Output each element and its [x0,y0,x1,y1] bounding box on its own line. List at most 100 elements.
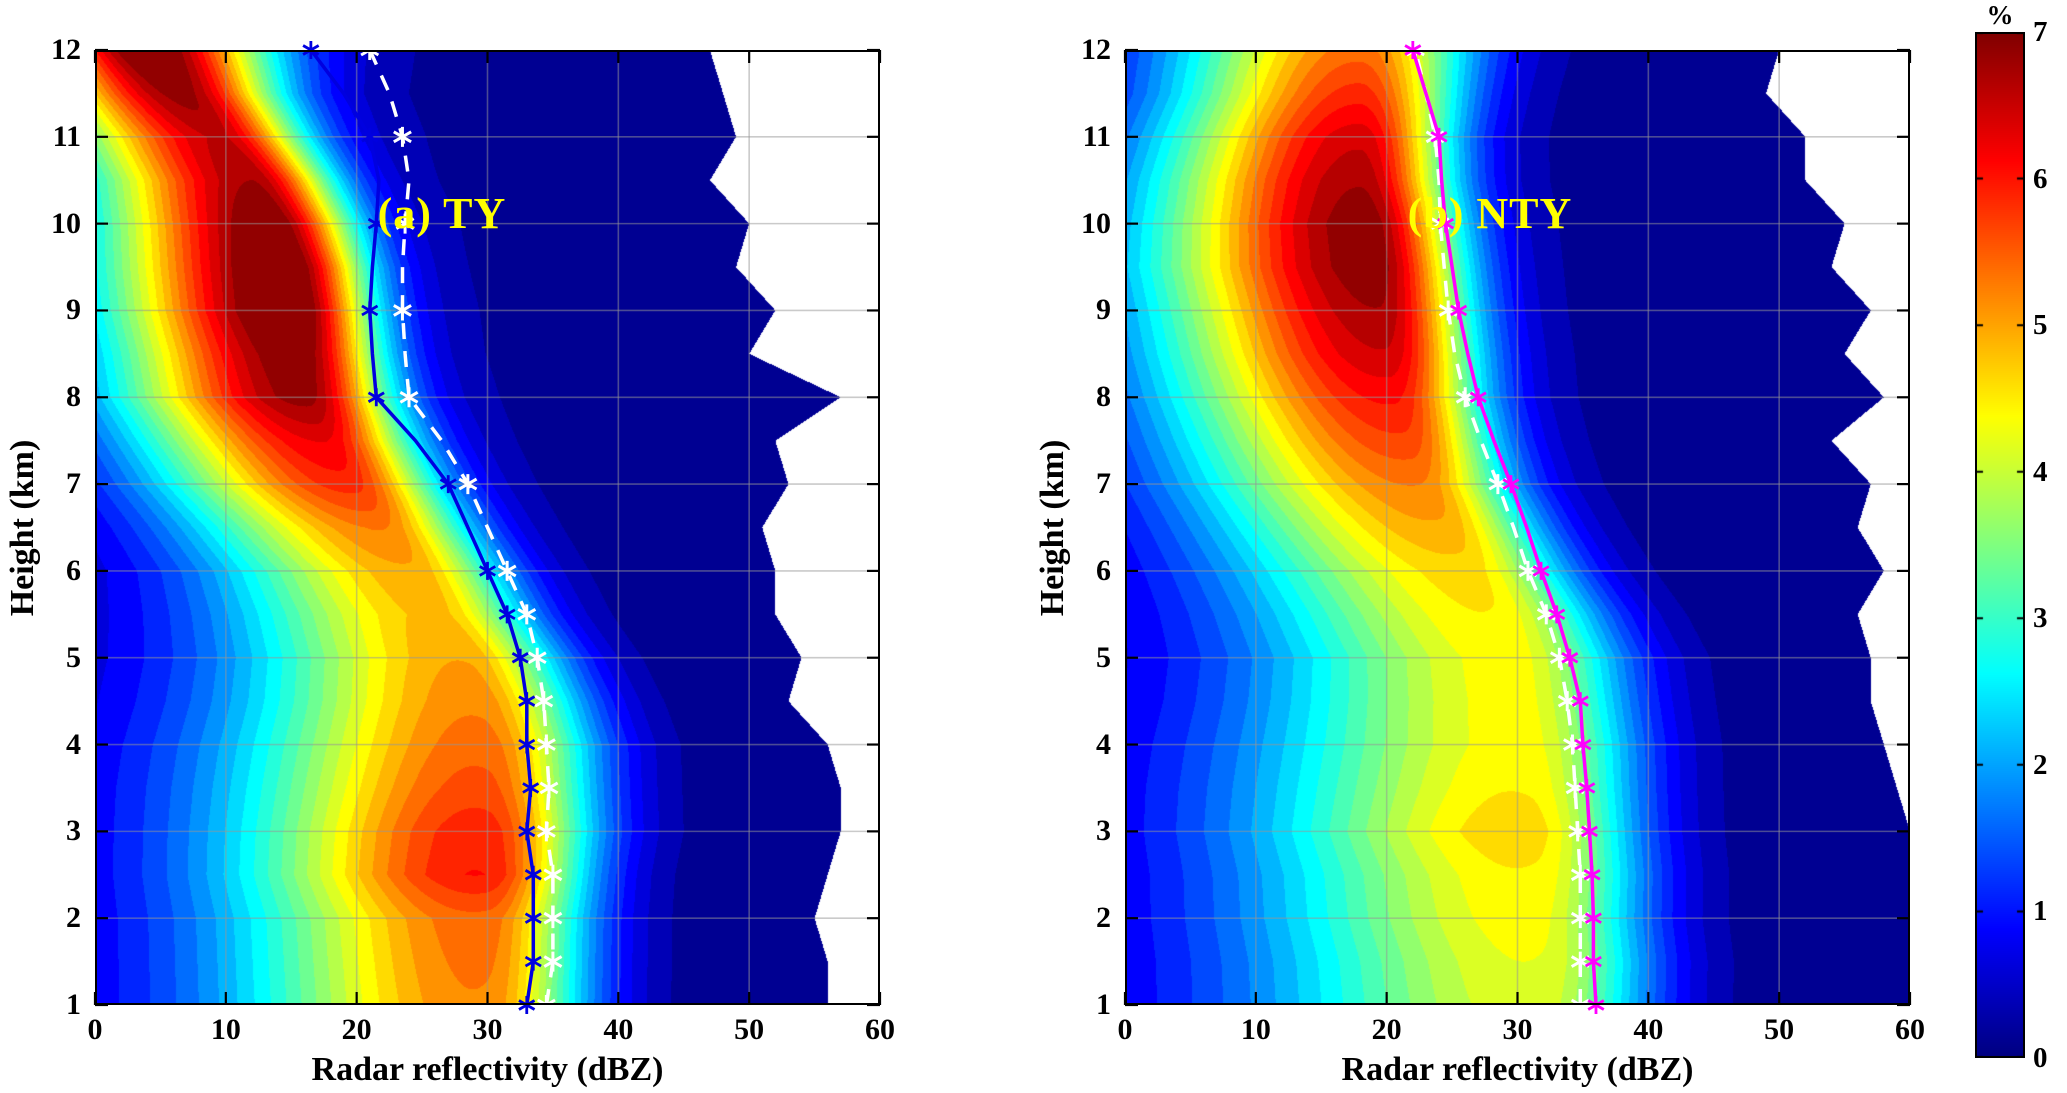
x-axis-label-b: Radar reflectivity (dBZ) [1341,1051,1694,1088]
dashed-profile-marker [458,474,478,495]
dashed-profile-marker [543,864,563,885]
y-tick-label: 7 [66,467,81,501]
dashed-profile-marker [1565,777,1585,798]
y-tick-label: 2 [1096,901,1111,935]
y-tick-label: 10 [51,206,81,240]
dashed-profile-marker [393,300,412,321]
solid-profile-marker [1578,778,1596,797]
colorbar-tick-label: 5 [2033,309,2048,342]
solid-profile-marker [367,214,385,233]
y-tick-label: 1 [66,988,81,1021]
dashed-profile-marker [393,126,412,147]
y-tick-label: 12 [51,33,81,66]
dashed-profile-marker [1557,691,1577,712]
y-tick-label: 3 [1096,814,1111,848]
dashed-profile-marker [536,821,556,842]
y-tick-label: 9 [66,293,81,327]
solid-profile-marker [361,127,379,146]
colorbar-tick-label: 0 [2033,1042,2048,1074]
colorbar-tick-label: 7 [2033,16,2048,48]
y-tick-label: 1 [1096,988,1111,1021]
dashed-profile-marker [1536,604,1556,625]
solid-profile-marker [1450,301,1468,320]
x-tick-label: 30 [1502,1013,1533,1046]
colorbar: % 0 1 2 3 4 5 6 7 [1975,0,2048,1074]
solid-profile-line [1411,49,1598,1006]
panel-ty: (a) TY Radar reflectivity (dBZ) Height (… [4,33,895,1088]
dashed-profile-line [368,49,555,1006]
solid-profile-marker [1571,692,1589,711]
dashed-profile-marker [527,647,547,668]
solid-profile-marker [1580,822,1598,841]
dashed-profile-line [1413,49,1583,1005]
dashed-profile-marker [539,777,559,798]
y-tick-label: 7 [1096,467,1111,501]
panel-nty: (b) NTY Radar reflectivity (dBZ) Height … [1034,33,1925,1088]
dashed-profile-marker [536,995,556,1015]
dashed-profile-marker [517,604,537,625]
dashed-profile-marker [534,691,554,712]
dashed-profile-marker [497,560,517,581]
y-tick-label: 5 [66,640,81,674]
y-tick-label: 12 [1081,33,1111,66]
solid-profile-marker [524,909,542,928]
x-tick-label: 60 [1895,1013,1925,1046]
solid-profile-marker [524,865,542,884]
solid-profile-marker [1587,996,1605,1014]
x-tick-label: 20 [341,1013,372,1046]
dashed-profile-marker [1570,864,1590,885]
solid-profile-marker [1584,909,1602,928]
colorbar-tick-label: 1 [2033,895,2048,928]
x-tick-label: 30 [472,1013,503,1046]
x-axis-label-a: Radar reflectivity (dBZ) [311,1051,664,1088]
solid-profile-marker [1548,605,1566,624]
y-tick-label: 11 [52,119,81,153]
panel-label-a: (a) TY [377,189,507,239]
y-tick-label: 10 [1081,206,1111,240]
dashed-profile-marker [1570,995,1590,1015]
colorbar-tick-label: 4 [2033,455,2048,488]
solid-profile-marker [367,388,385,407]
solid-profile-marker [439,475,457,494]
dashed-profile-marker [360,40,380,60]
solid-profile-marker [1437,214,1455,233]
y-tick-label: 11 [1082,119,1111,153]
solid-profile-marker [524,952,542,971]
colorbar-tick-label: 6 [2033,162,2048,195]
y-tick-label: 6 [66,553,81,587]
x-tick-label: 40 [603,1013,634,1046]
solid-profile-marker [518,692,536,711]
solid-profile-marker [1469,388,1487,407]
y-tick-label: 5 [1096,640,1111,674]
y-tick-label: 4 [66,727,81,761]
solid-profile-marker [361,301,379,320]
solid-profile-marker [1574,735,1592,754]
solid-profile-marker [1502,475,1520,494]
x-tick-label: 60 [865,1013,895,1046]
solid-profile-marker [479,561,496,580]
solid-profile-marker [511,648,529,667]
colorbar-tick-label: 3 [2033,602,2048,635]
dashed-profile-marker [543,908,563,929]
solid-profile-line [309,48,536,1006]
colorbar-tick-label: 2 [2033,748,2048,781]
solid-profile-marker [518,822,536,841]
x-tick-label: 10 [210,1013,241,1046]
colorbar-unit-label: % [1986,0,2014,30]
x-tick-label: 20 [1371,1013,1402,1046]
solid-profile-marker [498,605,516,624]
y-tick-label: 6 [1096,553,1111,587]
dashed-profile-marker [1570,951,1590,972]
x-tick-label: 50 [734,1013,765,1046]
dashed-profile-marker [395,213,415,234]
x-tick-label: 50 [1764,1013,1795,1046]
plot-overlay-a [93,40,882,1015]
colorbar-gradient [1975,32,2025,1058]
x-tick-label: 0 [87,1013,103,1046]
x-tick-label: 40 [1633,1013,1664,1046]
solid-profile-marker [1430,127,1448,146]
solid-profile-marker [522,778,540,797]
y-tick-label: 8 [1096,380,1111,414]
y-tick-label: 3 [66,814,81,848]
